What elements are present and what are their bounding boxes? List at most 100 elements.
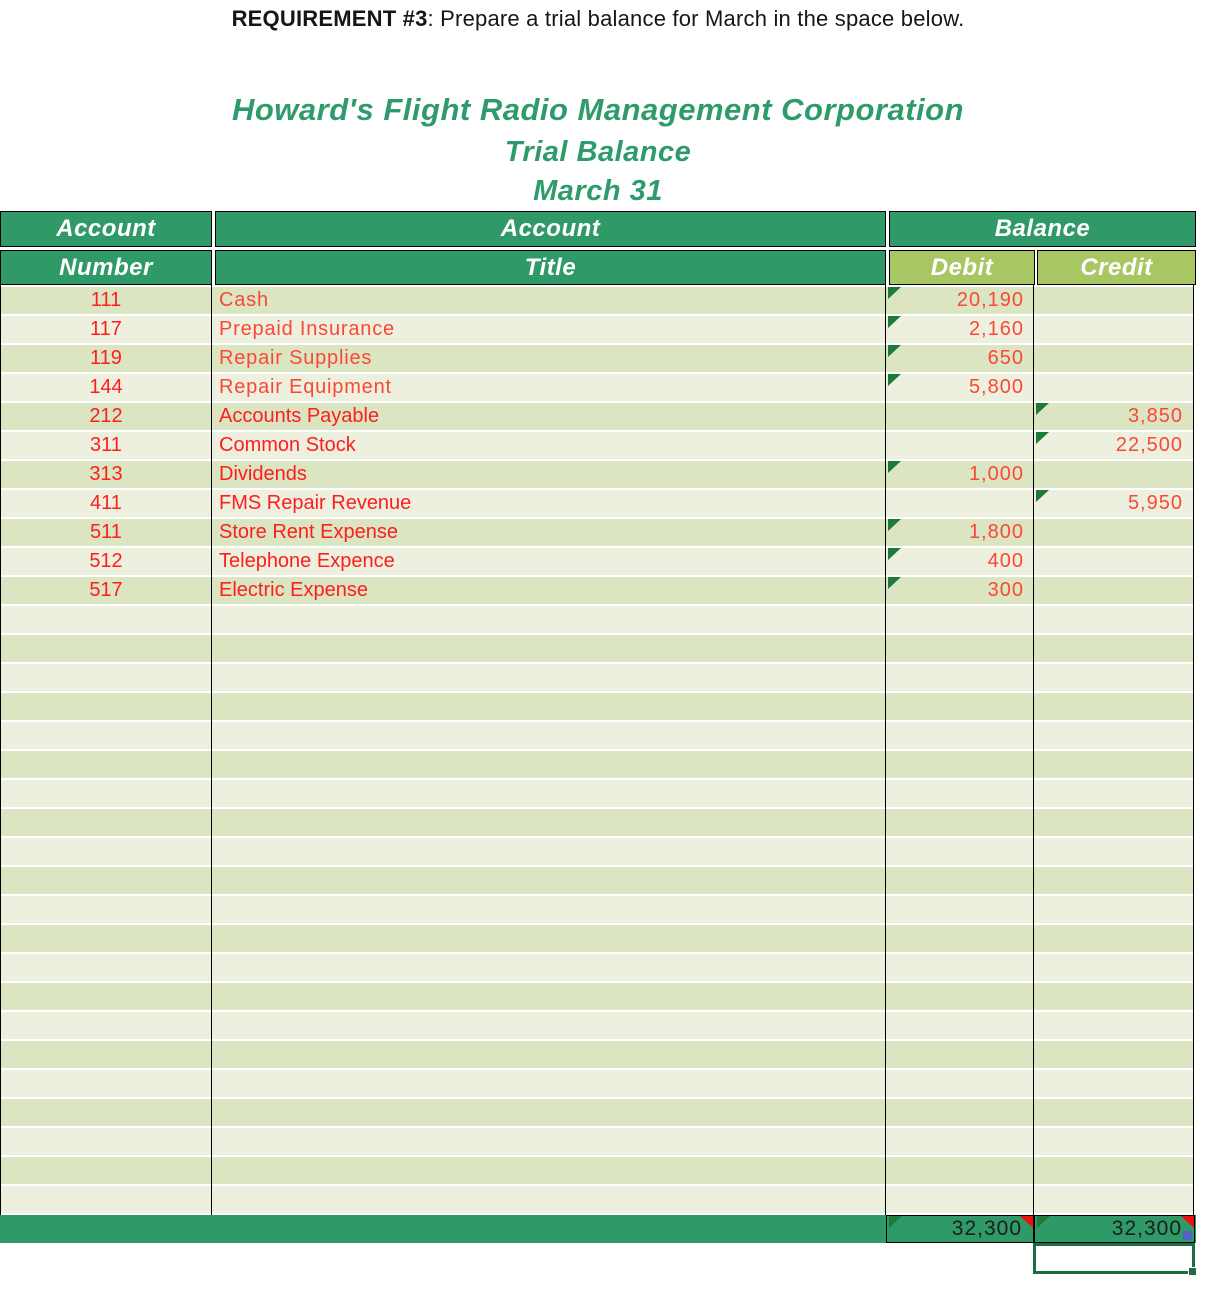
credit-cell[interactable] [1034,1099,1194,1126]
account-title-cell[interactable]: Repair Supplies [212,345,886,372]
credit-cell[interactable] [1034,1070,1194,1097]
account-number-cell[interactable]: 212 [0,403,212,430]
fill-handle[interactable] [1188,1267,1197,1276]
account-title-cell[interactable]: Telephone Expence [212,548,886,575]
account-number-cell[interactable] [0,780,212,807]
account-number-cell[interactable] [0,664,212,691]
credit-cell[interactable] [1034,287,1194,314]
account-title-cell[interactable] [212,1012,886,1039]
account-title-cell[interactable] [212,1157,886,1184]
credit-cell[interactable] [1034,896,1194,923]
debit-cell[interactable] [886,954,1034,981]
credit-cell[interactable] [1034,809,1194,836]
credit-cell[interactable] [1034,548,1194,575]
account-number-cell[interactable] [0,896,212,923]
account-number-cell[interactable]: 313 [0,461,212,488]
credit-cell[interactable] [1034,1186,1194,1213]
debit-cell[interactable] [886,693,1034,720]
debit-cell[interactable] [886,722,1034,749]
account-number-cell[interactable] [0,1157,212,1184]
debit-cell[interactable] [886,1128,1034,1155]
credit-cell[interactable] [1034,519,1194,546]
credit-cell[interactable] [1034,867,1194,894]
credit-cell[interactable] [1034,316,1194,343]
account-title-cell[interactable] [212,983,886,1010]
debit-cell[interactable] [886,983,1034,1010]
account-number-cell[interactable]: 411 [0,490,212,517]
account-number-cell[interactable]: 511 [0,519,212,546]
account-title-cell[interactable]: FMS Repair Revenue [212,490,886,517]
account-number-cell[interactable] [0,1186,212,1213]
credit-cell[interactable]: 3,850 [1034,403,1194,430]
debit-cell[interactable]: 2,160 [886,316,1034,343]
credit-cell[interactable] [1034,838,1194,865]
credit-cell[interactable] [1034,1157,1194,1184]
header-credit[interactable]: Credit [1037,250,1196,285]
account-number-cell[interactable] [0,1012,212,1039]
credit-cell[interactable] [1034,983,1194,1010]
account-title-cell[interactable] [212,867,886,894]
debit-cell[interactable] [886,809,1034,836]
account-number-cell[interactable]: 517 [0,577,212,604]
credit-cell[interactable] [1034,925,1194,952]
account-title-cell[interactable] [212,693,886,720]
account-title-cell[interactable] [212,780,886,807]
account-number-cell[interactable]: 117 [0,316,212,343]
credit-cell[interactable] [1034,1041,1194,1068]
debit-cell[interactable] [886,1099,1034,1126]
account-title-cell[interactable] [212,838,886,865]
header-account-number-line2[interactable]: Number [0,250,212,285]
account-number-cell[interactable] [0,1070,212,1097]
account-number-cell[interactable]: 144 [0,374,212,401]
account-number-cell[interactable]: 119 [0,345,212,372]
debit-cell[interactable]: 300 [886,577,1034,604]
account-number-cell[interactable] [0,722,212,749]
debit-cell[interactable]: 1,800 [886,519,1034,546]
account-number-cell[interactable] [0,635,212,662]
credit-cell[interactable] [1034,345,1194,372]
credit-cell[interactable] [1034,1128,1194,1155]
account-title-cell[interactable]: Dividends [212,461,886,488]
account-number-cell[interactable] [0,925,212,952]
account-number-cell[interactable]: 111 [0,287,212,314]
credit-cell[interactable] [1034,606,1194,633]
account-title-cell[interactable] [212,954,886,981]
debit-cell[interactable] [886,1012,1034,1039]
account-title-cell[interactable]: Accounts Payable [212,403,886,430]
header-account-title-line2[interactable]: Title [215,250,886,285]
debit-cell[interactable] [886,1070,1034,1097]
debit-cell[interactable]: 650 [886,345,1034,372]
debit-cell[interactable] [886,1157,1034,1184]
debit-cell[interactable] [886,432,1034,459]
debit-cell[interactable] [886,838,1034,865]
account-title-cell[interactable] [212,1041,886,1068]
account-number-cell[interactable]: 311 [0,432,212,459]
credit-cell[interactable]: 5,950 [1034,490,1194,517]
debit-cell[interactable] [886,1041,1034,1068]
selected-cell[interactable] [1033,1243,1197,1276]
credit-cell[interactable] [1034,1012,1194,1039]
account-title-cell[interactable] [212,751,886,778]
total-debit-cell[interactable]: 32,300 [886,1215,1034,1243]
account-title-cell[interactable]: Store Rent Expense [212,519,886,546]
total-credit-cell[interactable]: 32,300 [1034,1215,1195,1243]
account-number-cell[interactable] [0,983,212,1010]
debit-cell[interactable] [886,780,1034,807]
credit-cell[interactable] [1034,693,1194,720]
account-number-cell[interactable] [0,809,212,836]
account-number-cell[interactable]: 512 [0,548,212,575]
account-number-cell[interactable] [0,606,212,633]
header-debit[interactable]: Debit [889,250,1035,285]
header-account-title-line1[interactable]: Account [215,211,886,247]
account-title-cell[interactable] [212,809,886,836]
debit-cell[interactable]: 20,190 [886,287,1034,314]
credit-cell[interactable] [1034,780,1194,807]
header-balance[interactable]: Balance [889,211,1196,247]
account-number-cell[interactable] [0,1128,212,1155]
debit-cell[interactable] [886,606,1034,633]
credit-cell[interactable] [1034,664,1194,691]
account-title-cell[interactable] [212,635,886,662]
account-title-cell[interactable]: Prepaid Insurance [212,316,886,343]
debit-cell[interactable]: 5,800 [886,374,1034,401]
debit-cell[interactable] [886,1186,1034,1213]
